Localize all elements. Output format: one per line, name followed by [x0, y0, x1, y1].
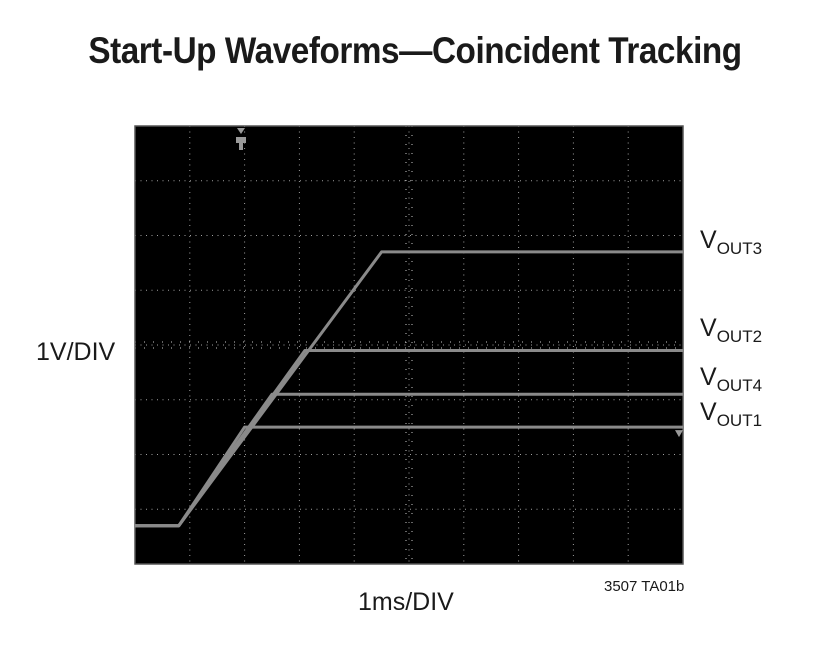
- trace-label-vout3-main: V: [700, 226, 717, 254]
- trace-label-vout2-main: V: [700, 314, 717, 342]
- trace-label-vout1-sub: OUT1: [716, 411, 763, 430]
- trace-label-vout4-main: V: [700, 363, 717, 391]
- figure-id: 3507 TA01b: [604, 578, 685, 595]
- trace-label-vout3: VOUT3: [700, 226, 762, 259]
- trace-label-vout3-sub: OUT3: [716, 239, 763, 258]
- level-marker-icon: [675, 430, 683, 438]
- y-axis-label: 1V/DIV: [36, 338, 116, 366]
- trace-label-vout4-sub: OUT4: [716, 376, 763, 395]
- scope-border: [134, 125, 684, 565]
- chart-title: Start-Up Waveforms—Coincident Tracking: [88, 30, 742, 71]
- trace-label-vout1: VOUT1: [700, 398, 762, 431]
- x-axis-label: 1ms/DIV: [358, 588, 454, 616]
- trigger-arrow-icon: [237, 128, 245, 134]
- trace-vout1: [135, 425, 683, 528]
- trace-label-vout1-main: V: [700, 398, 717, 426]
- trace-label-vout2: VOUT2: [700, 314, 762, 347]
- trace-label-vout2-sub: OUT2: [716, 327, 763, 346]
- trace-label-vout4: VOUT4: [700, 363, 762, 396]
- scope-background: [135, 126, 683, 564]
- trigger-marker-icon: [236, 137, 246, 150]
